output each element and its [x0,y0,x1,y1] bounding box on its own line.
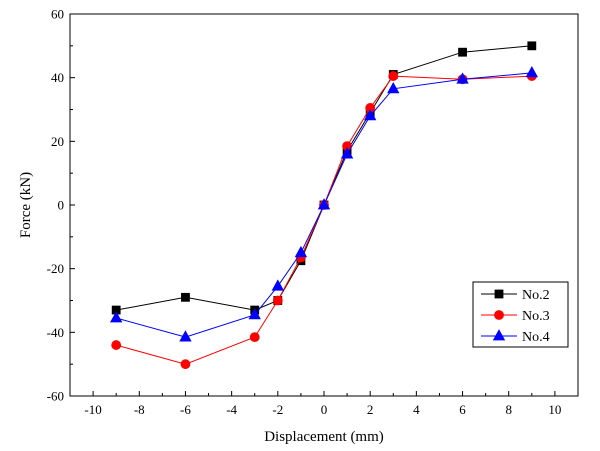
y-tick-label: -60 [47,389,64,404]
x-tick-label: 6 [459,402,466,417]
data-point [458,47,467,57]
data-point [249,332,260,343]
legend-label: No.4 [522,330,550,345]
x-tick-label: -4 [226,402,237,417]
y-tick-label: 40 [51,70,64,85]
y-tick-label: 20 [51,134,64,149]
legend-marker [494,310,504,320]
data-point [180,359,191,370]
x-axis-title: Displacement (mm) [264,429,384,445]
series-line [116,75,532,365]
data-point [456,72,469,84]
x-tick-label: 10 [548,402,561,417]
y-axis-title: Force (kN) [18,172,34,238]
y-tick-label: 0 [58,198,65,213]
legend-marker [494,289,504,299]
x-tick-label: 8 [505,402,512,417]
data-point [364,109,377,121]
data-point [248,307,261,320]
legend-label: No.3 [522,309,550,324]
x-tick-label: 0 [321,402,328,417]
data-point [179,330,192,342]
data-point [271,279,284,291]
series-line [116,45,532,311]
x-tick-label: -8 [134,402,145,417]
y-tick-label: -40 [47,325,64,340]
series-no4 [110,66,538,342]
x-tick-label: 4 [413,402,420,417]
data-point [181,292,190,302]
legend-label: No.2 [522,288,550,303]
x-tick-label: -10 [84,402,101,417]
series-layer [110,41,538,370]
data-point [317,198,331,210]
data-point [111,340,122,350]
legend: No.2 No.3 No.4 [472,281,569,348]
data-point [294,245,308,258]
data-point [110,311,123,323]
data-point [388,71,399,81]
series-no2 [111,41,537,315]
data-point [525,66,538,78]
y-tick-label: -20 [47,261,64,276]
data-point [387,81,400,94]
data-point [272,295,283,306]
y-tick-label: 60 [51,7,64,22]
data-point [340,147,354,159]
legend-marker [492,329,506,341]
x-tick-label: -2 [272,402,283,417]
x-tick-label: -6 [180,402,191,417]
x-tick-label: 2 [367,402,374,417]
data-point [527,41,537,51]
